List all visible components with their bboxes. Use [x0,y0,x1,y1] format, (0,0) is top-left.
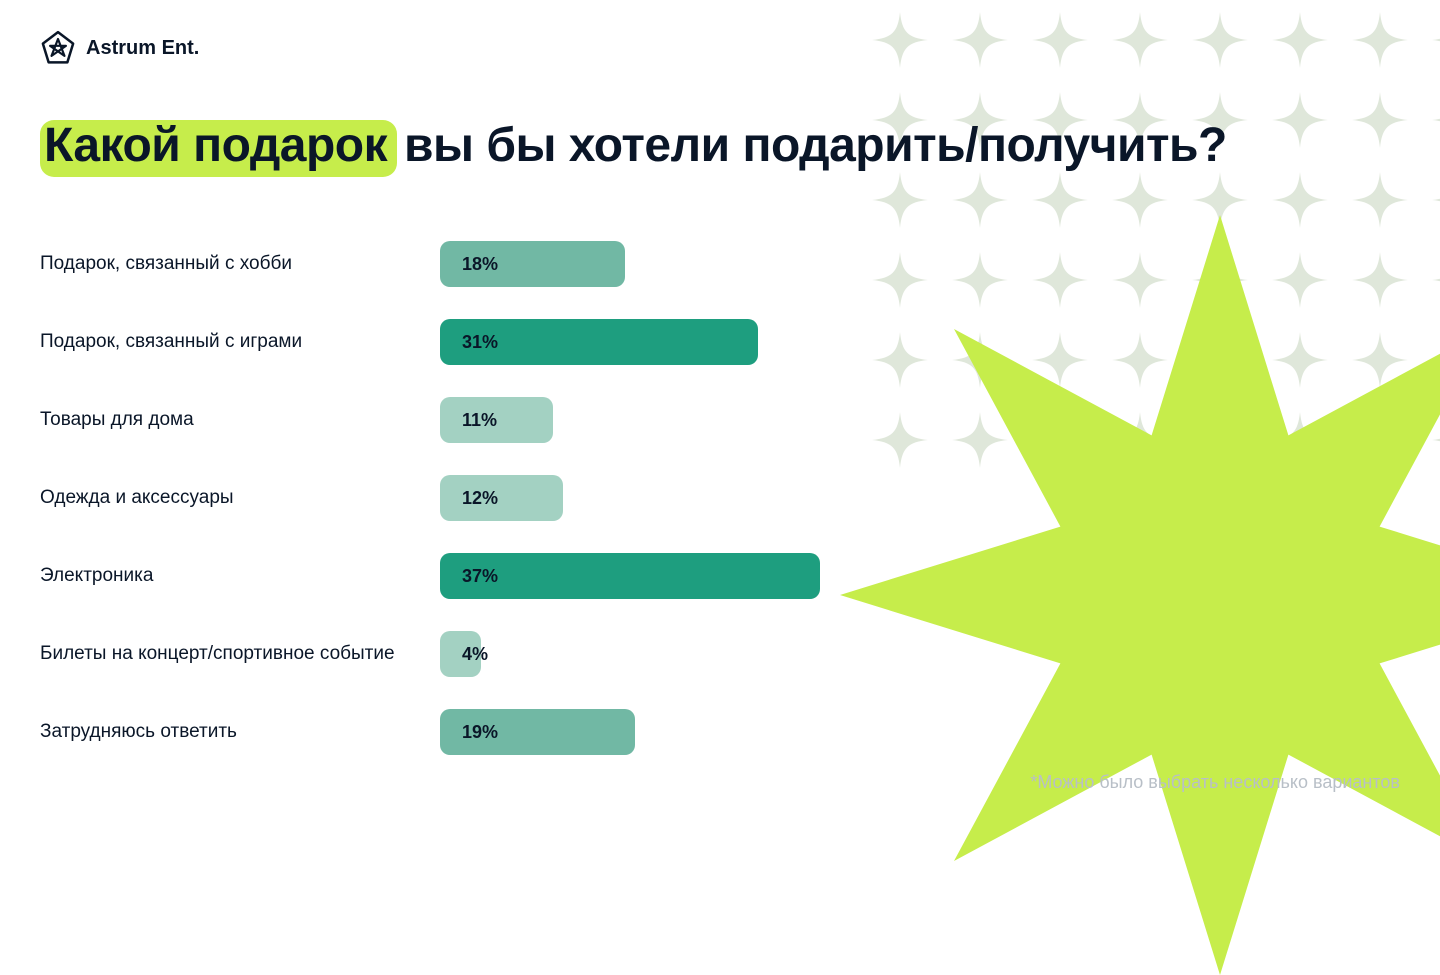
brand-logo: Astrum Ent. [40,30,199,66]
chart-row-label: Затрудняюсь ответить [40,721,440,743]
title-highlighted: Какой подарок [40,120,397,177]
title-rest: вы бы хотели подарить/получить? [391,119,1227,172]
chart-row-label: Подарок, связанный с хобби [40,253,440,275]
chart-row: Товары для дома11% [40,381,820,459]
decorative-big-star [840,215,1440,975]
chart-bar-track: 19% [440,709,820,755]
chart-bar: 11% [440,397,553,443]
chart-bar-track: 4% [440,631,820,677]
logo-icon [40,30,76,66]
chart-row: Билеты на концерт/спортивное событие4% [40,615,820,693]
chart-bar-track: 12% [440,475,820,521]
chart-bar-track: 31% [440,319,820,365]
chart-bar: 37% [440,553,820,599]
chart-row: Электроника37% [40,537,820,615]
chart-bar-track: 18% [440,241,820,287]
decorative-star-pattern [860,0,1440,480]
chart-bar: 18% [440,241,625,287]
chart-bar-track: 11% [440,397,820,443]
brand-name: Astrum Ent. [86,37,199,60]
chart-bar: 12% [440,475,563,521]
chart-bar: 31% [440,319,758,365]
chart-row: Затрудняюсь ответить19% [40,693,820,771]
page-title: Какой подарок вы бы хотели подарить/полу… [40,120,1227,177]
chart-row-label: Подарок, связанный с играми [40,331,440,353]
chart-row-label: Электроника [40,565,440,587]
chart-row-label: Одежда и аксессуары [40,487,440,509]
chart-bar: 4% [440,631,481,677]
chart-row-label: Билеты на концерт/спортивное событие [40,643,440,665]
footnote: *Можно было выбрать несколько вариантов [1030,772,1400,793]
chart-row-label: Товары для дома [40,409,440,431]
chart-row: Подарок, связанный с играми31% [40,303,820,381]
bar-chart: Подарок, связанный с хобби18%Подарок, св… [40,225,820,771]
chart-row: Одежда и аксессуары12% [40,459,820,537]
chart-bar: 19% [440,709,635,755]
chart-row: Подарок, связанный с хобби18% [40,225,820,303]
chart-bar-track: 37% [440,553,820,599]
